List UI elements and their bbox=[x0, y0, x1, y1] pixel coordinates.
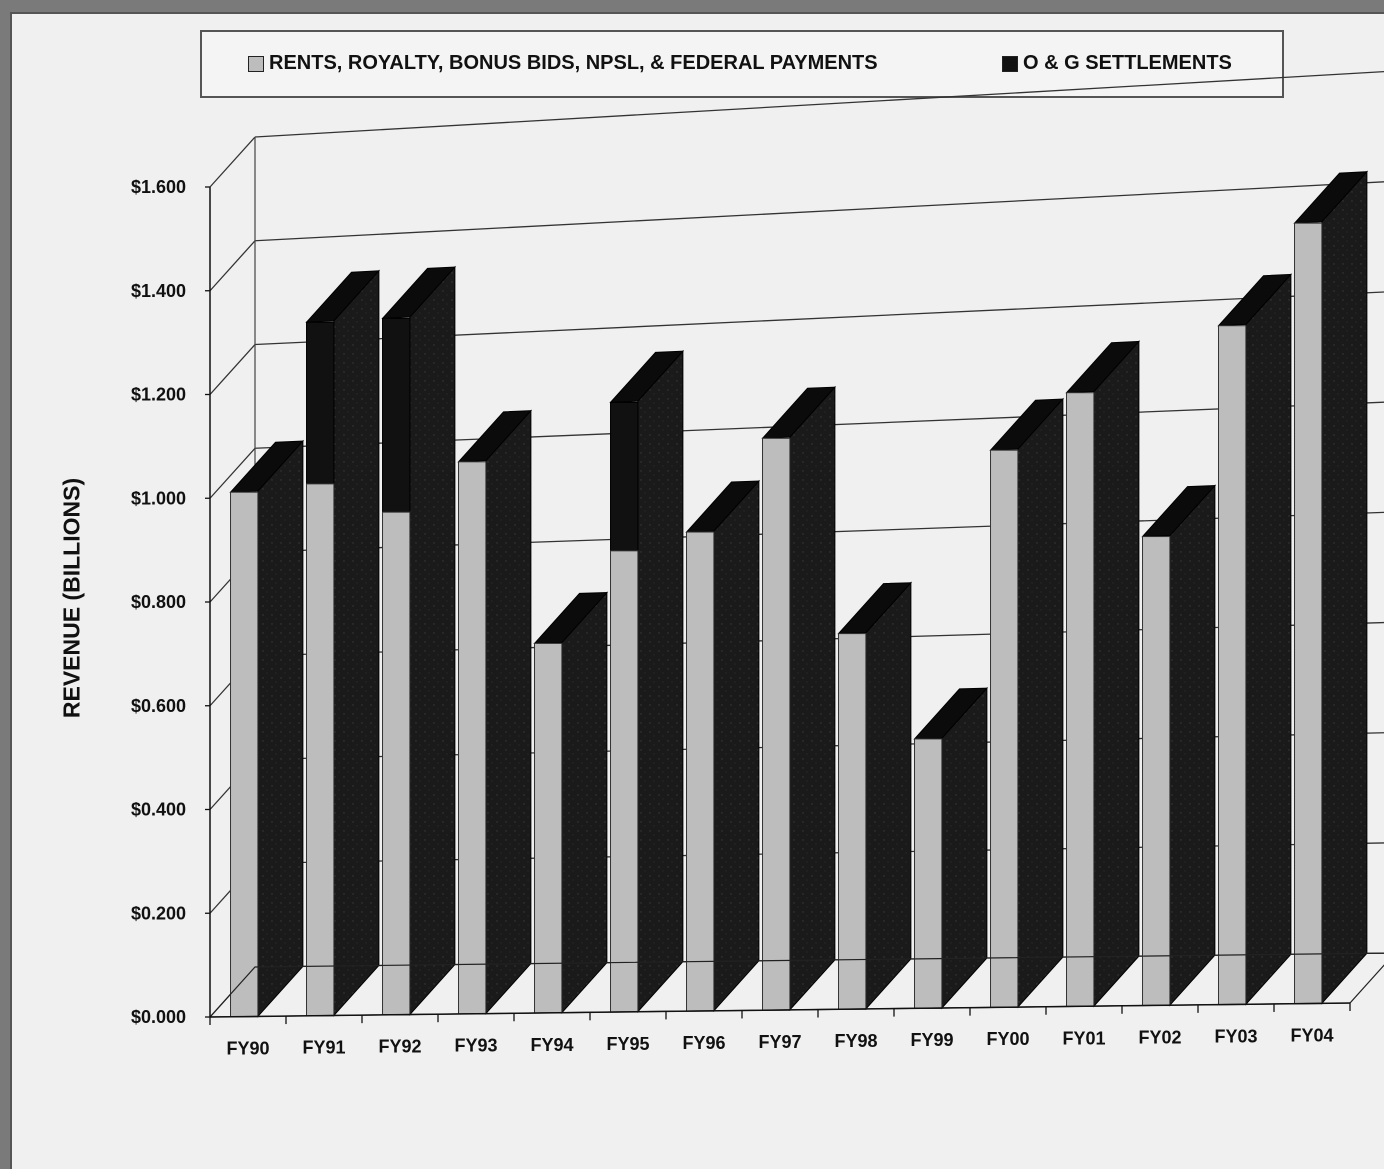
x-tick-label: FY96 bbox=[682, 1033, 725, 1053]
bar-top bbox=[761, 386, 837, 439]
bar-segment-rents bbox=[610, 550, 639, 1013]
x-tick-label: FY98 bbox=[834, 1031, 877, 1051]
bar-side bbox=[637, 349, 684, 1014]
bar-side bbox=[865, 581, 912, 1011]
bar-top bbox=[305, 270, 381, 323]
bar-segment-rents bbox=[382, 511, 411, 1016]
bar-side bbox=[1169, 484, 1216, 1007]
bar-segment-rents bbox=[1142, 536, 1171, 1007]
bar-side bbox=[789, 385, 836, 1012]
x-tick-label: FY02 bbox=[1138, 1027, 1181, 1047]
gridline-depth bbox=[209, 344, 256, 395]
x-tick-label: FY90 bbox=[226, 1039, 269, 1059]
bar-segment-rents bbox=[1066, 392, 1095, 1007]
bar-side bbox=[485, 409, 532, 1015]
bar-segment-settlements bbox=[610, 401, 639, 552]
bar-side bbox=[257, 439, 304, 1018]
bar-segment-rents bbox=[1294, 222, 1323, 1005]
x-tick-label: FY97 bbox=[758, 1032, 801, 1052]
x-tick-label: FY94 bbox=[530, 1035, 573, 1055]
x-tick-label: FY00 bbox=[986, 1029, 1029, 1049]
bar-top bbox=[685, 480, 761, 533]
x-axis-line bbox=[209, 1002, 1351, 1018]
y-tick-label: $0.200 bbox=[131, 903, 186, 923]
bar-segment-rents bbox=[534, 642, 563, 1014]
x-tick-label: FY91 bbox=[302, 1038, 345, 1058]
y-tick-label: $0.400 bbox=[131, 800, 186, 820]
gridline bbox=[254, 70, 1384, 138]
bar-side bbox=[1245, 273, 1292, 1006]
legend-swatch-rents bbox=[248, 55, 264, 72]
bar-side bbox=[713, 479, 760, 1013]
legend: RENTS, ROYALTY, BONUS BIDS, NPSL, & FEDE… bbox=[200, 30, 1284, 98]
x-tick-label: FY92 bbox=[378, 1037, 421, 1057]
bar-segment-rents bbox=[990, 449, 1019, 1008]
bar-side bbox=[333, 269, 380, 1017]
legend-item-rents: RENTS, ROYALTY, BONUS BIDS, NPSL, & FEDE… bbox=[248, 52, 878, 75]
y-tick-label: $1.400 bbox=[131, 281, 186, 301]
legend-label-settlements: O & G SETTLEMENTS bbox=[1023, 52, 1232, 74]
legend-label-rents: RENTS, ROYALTY, BONUS BIDS, NPSL, & FEDE… bbox=[269, 52, 878, 74]
gridline-depth bbox=[209, 136, 256, 188]
bar-segment-rents bbox=[686, 531, 715, 1012]
bar-segment-rents bbox=[458, 461, 487, 1015]
bar-top bbox=[229, 440, 305, 493]
x-tick-label: FY95 bbox=[606, 1034, 649, 1054]
bar-top bbox=[989, 398, 1065, 451]
bar-side bbox=[1017, 397, 1064, 1009]
bar-top bbox=[1141, 485, 1217, 538]
x-tick-label: FY03 bbox=[1214, 1026, 1257, 1046]
bar-segment-rents bbox=[838, 633, 867, 1010]
x-tick-label: FY93 bbox=[454, 1036, 497, 1056]
bar-segment-rents bbox=[230, 491, 259, 1018]
y-tick-label: $1.200 bbox=[131, 385, 186, 405]
gridline-depth bbox=[209, 240, 256, 292]
y-tick-label: $1.600 bbox=[131, 177, 186, 197]
bar-segment-rents bbox=[762, 437, 791, 1011]
bar-segment-rents bbox=[1218, 325, 1247, 1006]
bar-top bbox=[837, 582, 913, 635]
bar-top bbox=[457, 410, 533, 463]
bar-segment-settlements bbox=[306, 321, 335, 485]
bars-layer bbox=[229, 170, 1369, 1018]
bar-top bbox=[1293, 171, 1369, 224]
bar-top bbox=[1065, 340, 1141, 394]
gridline bbox=[254, 181, 1384, 242]
x-tick-label: FY01 bbox=[1062, 1028, 1105, 1048]
y-tick-label: $0.800 bbox=[131, 592, 186, 612]
bar-segment-settlements bbox=[382, 317, 411, 513]
bar-side bbox=[561, 591, 608, 1014]
legend-swatch-settlements bbox=[1002, 55, 1018, 72]
bar-top bbox=[1217, 273, 1293, 327]
gridline-depth bbox=[209, 447, 256, 499]
bar-side bbox=[1093, 340, 1140, 1008]
bar-side bbox=[409, 265, 456, 1016]
bar-side bbox=[941, 686, 988, 1010]
bar-segment-rents bbox=[306, 483, 335, 1017]
y-tick-label: $0.000 bbox=[131, 1007, 186, 1027]
y-tick-label: $1.000 bbox=[131, 488, 186, 508]
bar-top bbox=[381, 266, 457, 319]
x-tick-label: FY04 bbox=[1290, 1025, 1333, 1045]
legend-item-settlements: O & G SETTLEMENTS bbox=[1002, 52, 1232, 75]
x-tick-label: FY99 bbox=[910, 1030, 953, 1050]
bar-segment-rents bbox=[914, 738, 943, 1009]
y-tick-label: $0.600 bbox=[131, 696, 186, 716]
bar-top bbox=[609, 350, 685, 403]
bar-top bbox=[533, 591, 609, 644]
axes-layer: $0.000 $0.200 $0.400 $0.600 $0.800 $1.000 $1.2… bbox=[131, 177, 1384, 1059]
bar-side bbox=[1321, 170, 1368, 1005]
